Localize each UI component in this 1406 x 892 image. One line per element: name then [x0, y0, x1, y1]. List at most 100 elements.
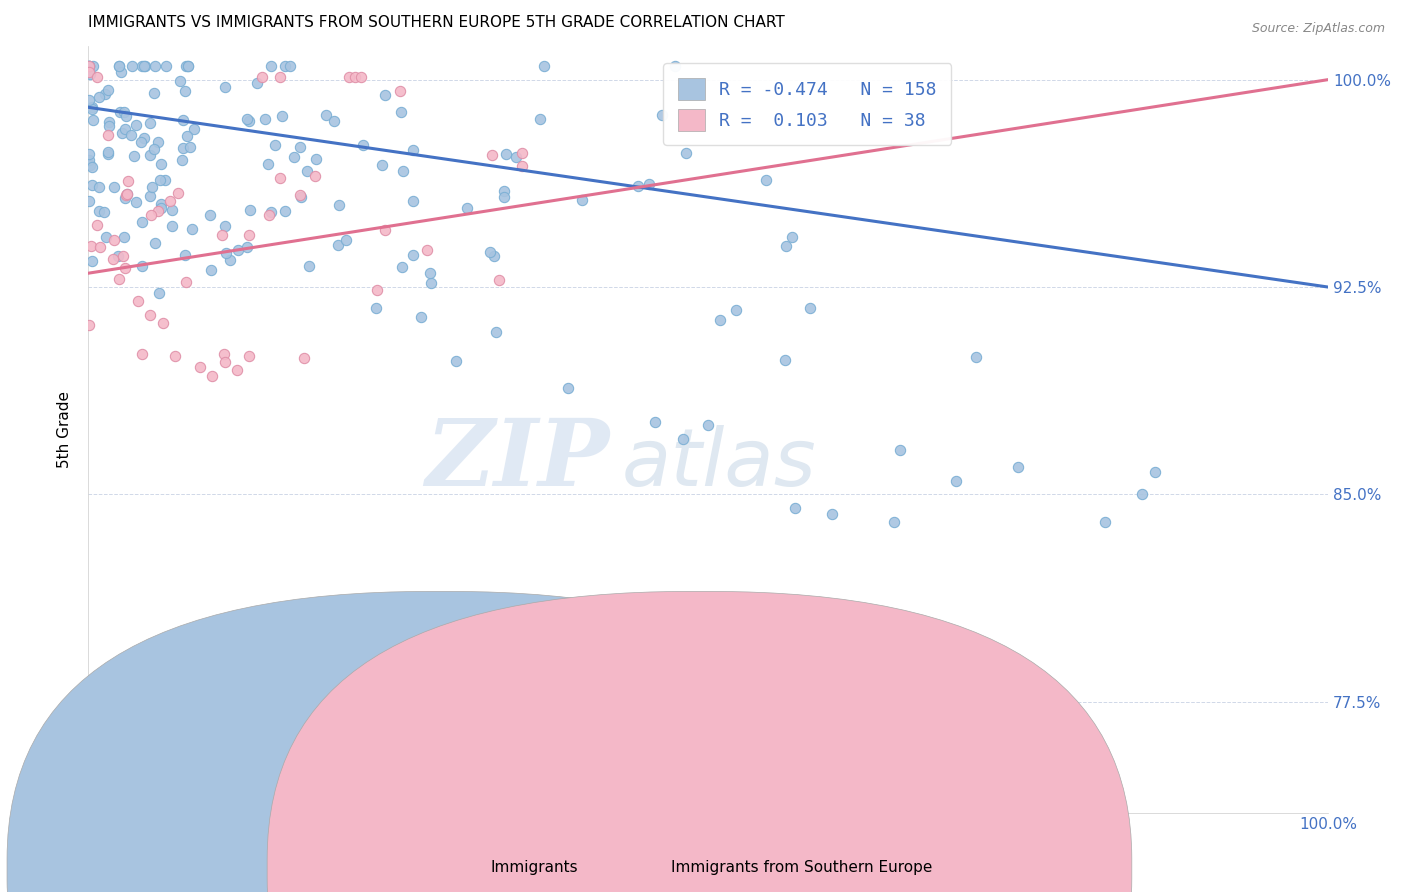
Point	[134, 59, 156, 73]
Point	[80, 238, 103, 252]
Point	[153, 173, 176, 187]
Point	[292, 351, 315, 365]
Point	[235, 112, 257, 127]
Point	[111, 249, 134, 263]
Text: Immigrants: Immigrants	[491, 860, 578, 874]
Point	[444, 354, 467, 368]
Point	[86, 218, 108, 232]
Point	[238, 349, 260, 363]
Point	[889, 442, 911, 457]
Point	[773, 353, 796, 368]
Point	[79, 59, 101, 73]
Point	[114, 121, 136, 136]
Point	[651, 108, 673, 122]
Point	[80, 178, 103, 192]
Point	[143, 59, 166, 73]
Point	[114, 188, 136, 202]
Point	[495, 147, 517, 161]
Point	[120, 128, 142, 143]
Point	[125, 118, 148, 132]
Point	[198, 208, 221, 222]
Point	[304, 169, 326, 183]
Point	[456, 201, 478, 215]
Point	[131, 59, 153, 73]
Point	[188, 360, 211, 375]
Point	[79, 93, 101, 107]
Point	[97, 128, 120, 143]
Point	[328, 197, 350, 211]
Point	[482, 249, 505, 263]
Point	[529, 112, 551, 126]
Point	[1143, 466, 1166, 480]
Y-axis label: 5th Grade: 5th Grade	[58, 391, 72, 468]
Point	[79, 59, 101, 73]
Point	[201, 368, 224, 383]
Point	[174, 83, 197, 97]
Point	[80, 254, 103, 268]
Point	[322, 113, 344, 128]
Point	[146, 204, 169, 219]
Point	[256, 157, 278, 171]
Point	[152, 316, 174, 330]
Point	[371, 158, 394, 172]
Point	[160, 219, 183, 233]
Point	[155, 59, 177, 73]
Point	[139, 147, 162, 161]
Point	[179, 139, 201, 153]
Point	[79, 65, 101, 79]
Point	[402, 248, 425, 262]
Point	[783, 501, 806, 516]
Point	[107, 249, 129, 263]
Point	[174, 59, 197, 73]
Point	[115, 187, 138, 202]
Text: atlas: atlas	[621, 425, 815, 503]
Point	[183, 122, 205, 136]
Point	[250, 70, 273, 84]
Point	[114, 260, 136, 275]
Point	[274, 203, 297, 218]
Point	[274, 59, 297, 73]
Point	[350, 70, 373, 84]
Point	[627, 178, 650, 193]
Point	[724, 303, 747, 318]
Point	[391, 164, 413, 178]
Point	[127, 293, 149, 308]
Point	[101, 252, 124, 267]
Point	[697, 418, 720, 433]
Point	[131, 347, 153, 361]
Point	[89, 240, 111, 254]
Point	[709, 313, 731, 327]
Point	[162, 203, 184, 218]
Point	[775, 239, 797, 253]
Point	[180, 221, 202, 235]
Point	[124, 195, 146, 210]
Text: IMMIGRANTS VS IMMIGRANTS FROM SOUTHERN EUROPE 5TH GRADE CORRELATION CHART: IMMIGRANTS VS IMMIGRANTS FROM SOUTHERN E…	[89, 15, 785, 30]
Point	[283, 150, 305, 164]
Point	[389, 84, 412, 98]
Point	[238, 114, 260, 128]
Point	[254, 112, 277, 126]
Point	[391, 104, 413, 119]
Point	[257, 208, 280, 222]
Point	[481, 148, 503, 162]
Point	[412, 778, 434, 792]
Point	[87, 203, 110, 218]
Point	[799, 301, 821, 315]
Point	[141, 180, 163, 194]
Point	[419, 277, 441, 291]
Point	[290, 189, 312, 203]
Point	[86, 70, 108, 84]
Point	[79, 158, 101, 172]
Point	[239, 202, 262, 217]
Point	[366, 301, 388, 315]
Point	[108, 272, 131, 286]
Point	[80, 100, 103, 114]
Point	[139, 189, 162, 203]
Point	[139, 308, 162, 322]
Point	[176, 128, 198, 143]
Point	[298, 259, 321, 273]
Point	[97, 146, 120, 161]
Point	[121, 59, 143, 73]
Point	[211, 228, 233, 243]
Point	[214, 219, 236, 233]
